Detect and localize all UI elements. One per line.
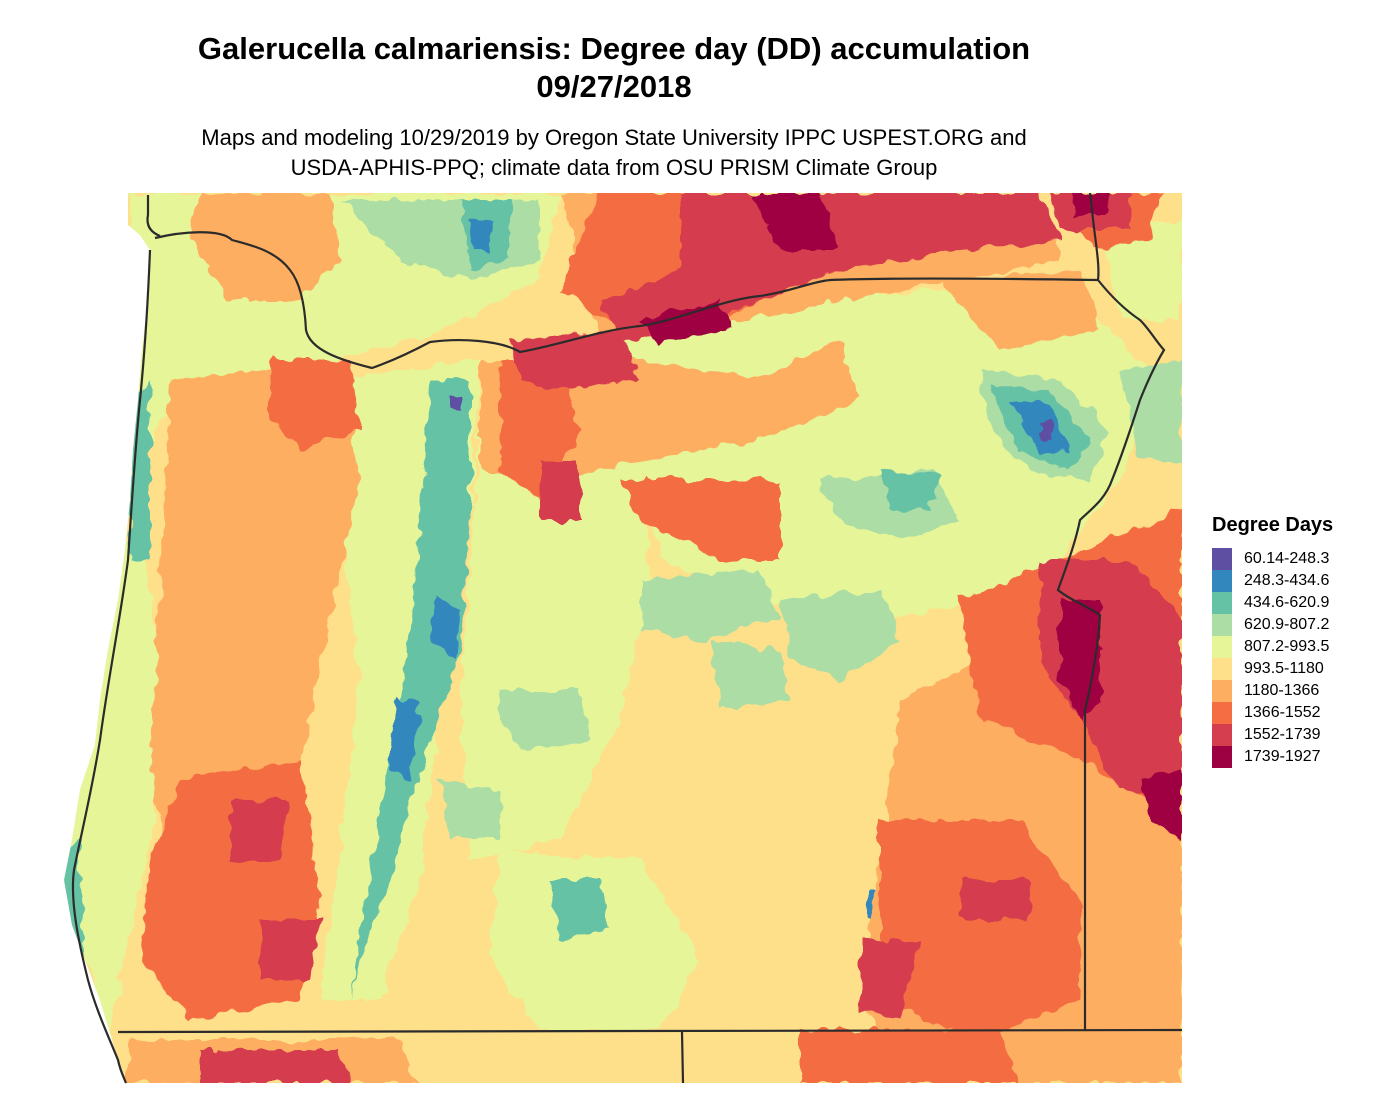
oregon-washington-border: [154, 231, 1099, 370]
state-borders: [71, 192, 1183, 1084]
legend-swatch: [1212, 746, 1232, 768]
legend-title: Degree Days: [1212, 514, 1334, 536]
legend-swatch: [1212, 724, 1232, 746]
legend-swatch: [1212, 614, 1232, 636]
legend-swatch: [1212, 658, 1232, 680]
legend-label: 807.2-993.5: [1244, 638, 1330, 655]
legend-item: 1180-1366: [1212, 680, 1392, 702]
legend-item: 1552-1739: [1212, 724, 1392, 746]
legend-label: 434.6-620.9: [1244, 594, 1330, 611]
oregon-south-border: [117, 1028, 1183, 1034]
legend-swatch: [1212, 548, 1232, 570]
legend-label: 1552-1739: [1244, 726, 1321, 743]
legend-swatch: [1212, 702, 1232, 724]
legend-swatch: [1212, 680, 1232, 702]
legend-item: 1739-1927: [1212, 746, 1392, 768]
legend-item: 248.3-434.6: [1212, 570, 1392, 592]
map-subtitle-line2: USDA-APHIS-PPQ; climate data from OSU PR…: [290, 155, 938, 180]
oregon-idaho-border: [1056, 192, 1166, 1030]
map-raster: [64, 193, 1182, 1083]
legend-label: 1180-1366: [1244, 682, 1320, 699]
legend-swatch: [1212, 636, 1232, 658]
legend-item: 807.2-993.5: [1212, 636, 1392, 658]
map-legend: Degree Days 60.14-248.3 248.3-434.6 434.6-…: [1212, 512, 1392, 768]
legend-item: 434.6-620.9: [1212, 592, 1392, 614]
map-title-line1: Galerucella calmariensis: Degree day (DD…: [197, 31, 1031, 66]
map-title: Galerucella calmariensis: Degree day (DD…: [0, 30, 1228, 106]
map-subtitle-line1: Maps and modeling 10/29/2019 by Oregon S…: [201, 125, 1027, 150]
legend-label: 620.9-807.2: [1244, 616, 1330, 633]
legend-label: 1739-1927: [1244, 748, 1321, 765]
legend-label: 993.5-1180: [1244, 660, 1324, 677]
legend-item: 993.5-1180: [1212, 658, 1392, 680]
legend-items: 60.14-248.3 248.3-434.6 434.6-620.9 620.9-8…: [1212, 548, 1392, 768]
legend-label: 248.3-434.6: [1244, 572, 1330, 589]
legend-item: 60.14-248.3: [1212, 548, 1392, 570]
map-subtitle: Maps and modeling 10/29/2019 by Oregon S…: [0, 123, 1228, 183]
coastline: [71, 195, 161, 1084]
map-title-line2: 09/27/2018: [536, 69, 692, 104]
legend-item: 1366-1552: [1212, 702, 1392, 724]
legend-label: 1366-1552: [1244, 704, 1321, 721]
legend-item: 620.9-807.2: [1212, 614, 1392, 636]
legend-swatch: [1212, 570, 1232, 592]
legend-swatch: [1212, 592, 1232, 614]
california-nevada-border: [680, 1031, 685, 1084]
legend-label: 60.14-248.3: [1244, 550, 1330, 567]
